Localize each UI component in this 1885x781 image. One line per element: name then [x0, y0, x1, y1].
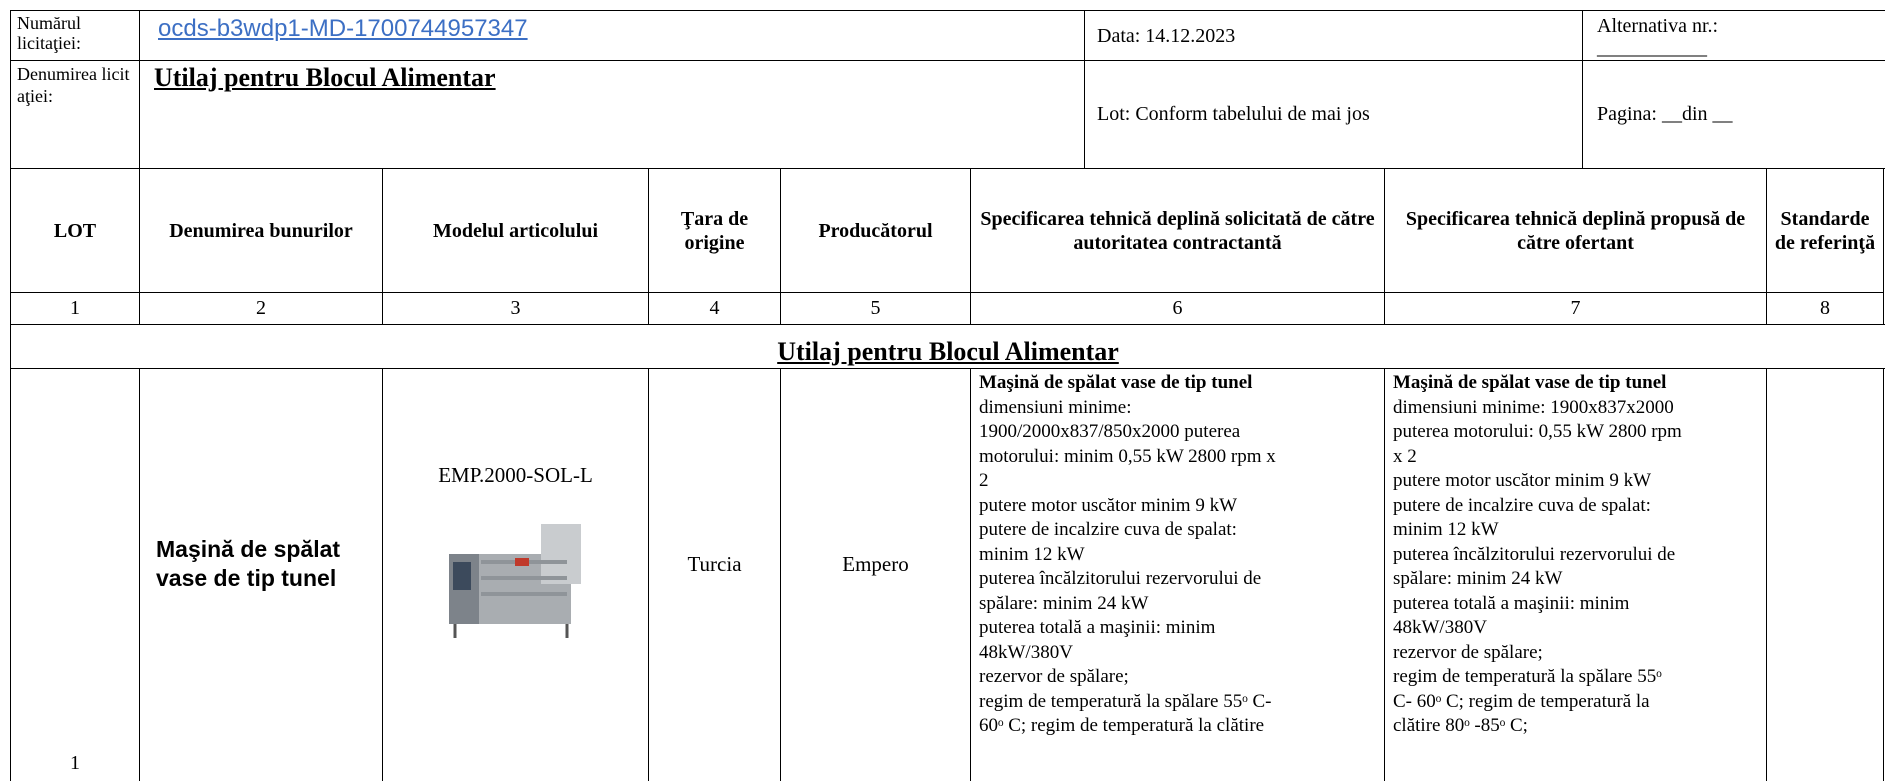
spec-line: puterea totală a maşinii: minim: [979, 617, 1216, 638]
column-number: 8: [1766, 292, 1884, 325]
section-title: Utilaj pentru Blocul Alimentar: [10, 324, 1885, 369]
alternative: Alternativa nr.:: [1597, 15, 1719, 37]
column-header: Modelul articolului: [382, 168, 649, 293]
column-header: Specificarea tehnică deplină solicitată …: [970, 168, 1385, 293]
spec-line: 48kW/380V: [1393, 617, 1487, 638]
tender-name: Utilaj pentru Blocul Alimentar: [139, 60, 1085, 169]
spec-line: puterea totală a maşinii: minim: [1393, 592, 1630, 614]
date: Data: 14.12.2023: [1084, 10, 1583, 61]
column-header: Denumirea bunurilor: [139, 168, 383, 293]
spec-line: 60ᵒ C; regim de temperatură la clătire: [979, 715, 1265, 736]
tender-number-label: Numărul licitaţiei:: [10, 10, 140, 61]
spec-line: dimensiuni minime:: [979, 396, 1132, 418]
spec-line: regim de temperatură la spălare 55ᵒ C-: [979, 690, 1272, 712]
column-number: 7: [1384, 292, 1767, 325]
spec-heading: Maşină de spălat vase de tip tunel: [979, 372, 1253, 393]
spec-line: 48kW/380V: [979, 641, 1073, 663]
column-number: 4: [648, 292, 781, 325]
column-header: Producătorul: [780, 168, 971, 293]
column-header: LOT: [10, 168, 140, 293]
producer: Empero: [780, 368, 971, 781]
tender-number-link[interactable]: ocds-b3wdp1-MD-1700744957347: [158, 15, 528, 42]
column-header: Standarde de referinţă: [1766, 168, 1884, 293]
item-name: Maşină de spălat vase de tip tunel: [139, 368, 383, 781]
proposed-spec: Maşină de spălat vase de tip tunel dimens…: [1384, 368, 1767, 781]
spec-line: spălare: minim 24 kW: [979, 592, 1149, 614]
tender-number-cell: ocds-b3wdp1-MD-1700744957347: [139, 10, 1085, 61]
required-spec: Maşină de spălat vase de tip tunel dimens…: [970, 368, 1385, 781]
spec-heading: Maşină de spălat vase de tip tunel: [1393, 372, 1667, 393]
column-header: Specificarea tehnică deplină propusă de …: [1384, 168, 1767, 293]
lot-number: 1: [10, 368, 140, 781]
spec-line: dimensiuni minime: 1900x837x2000: [1393, 396, 1674, 418]
spec-line: spălare: minim 24 kW: [1393, 568, 1563, 589]
page-info: Pagina: __din __: [1582, 60, 1885, 169]
model-cell: EMP.2000-SOL-L: [382, 368, 649, 781]
alternative-blank: ___________: [1597, 37, 1707, 59]
alternative-cell: Alternativa nr.: ___________: [1582, 10, 1885, 61]
spec-line: 2: [979, 470, 989, 491]
column-number: 6: [970, 292, 1385, 325]
spec-line: rezervor de spălare;: [979, 666, 1129, 687]
spec-line: putere de incalzire cuva de spalat:: [1393, 494, 1651, 516]
country: Turcia: [648, 368, 781, 781]
spec-line: putere de incalzire cuva de spalat:: [979, 519, 1237, 540]
spec-line: putere motor uscător minim 9 kW: [979, 494, 1238, 516]
spec-line: C- 60ᵒ C; regim de temperatură la: [1393, 690, 1650, 712]
spec-line: minim 12 kW: [979, 543, 1085, 565]
column-number: 1: [10, 292, 140, 325]
model: EMP.2000-SOL-L: [438, 463, 593, 487]
spec-line: minim 12 kW: [1393, 519, 1499, 540]
column-number: 5: [780, 292, 971, 325]
spec-line: x 2: [1393, 445, 1417, 467]
column-header: Ţara de origine: [648, 168, 781, 293]
spec-line: clătire 80ᵒ -85ᵒ C;: [1393, 715, 1528, 736]
spec-line: puterea încălzitorului rezervorului de: [979, 568, 1262, 589]
spec-line: rezervor de spălare;: [1393, 641, 1543, 663]
column-number: 2: [139, 292, 383, 325]
spec-line: regim de temperatură la spălare 55ᵒ: [1393, 666, 1662, 687]
lot-info: Lot: Conform tabelului de mai jos: [1084, 60, 1583, 169]
spec-line: motorului: minim 0,55 kW 2800 rpm x: [979, 445, 1276, 467]
product-image: [448, 524, 581, 638]
tender-name-label: Denumirea licitaţiei:: [10, 60, 140, 169]
spec-line: putere motor uscător minim 9 kW: [1393, 470, 1652, 491]
spec-line: puterea încălzitorului rezervorului de: [1393, 543, 1676, 565]
spec-line: puterea motorului: 0,55 kW 2800 rpm: [1393, 421, 1682, 442]
standards: [1766, 368, 1884, 781]
spec-line: 1900/2000x837/850x2000 puterea: [979, 421, 1241, 442]
column-number: 3: [382, 292, 649, 325]
